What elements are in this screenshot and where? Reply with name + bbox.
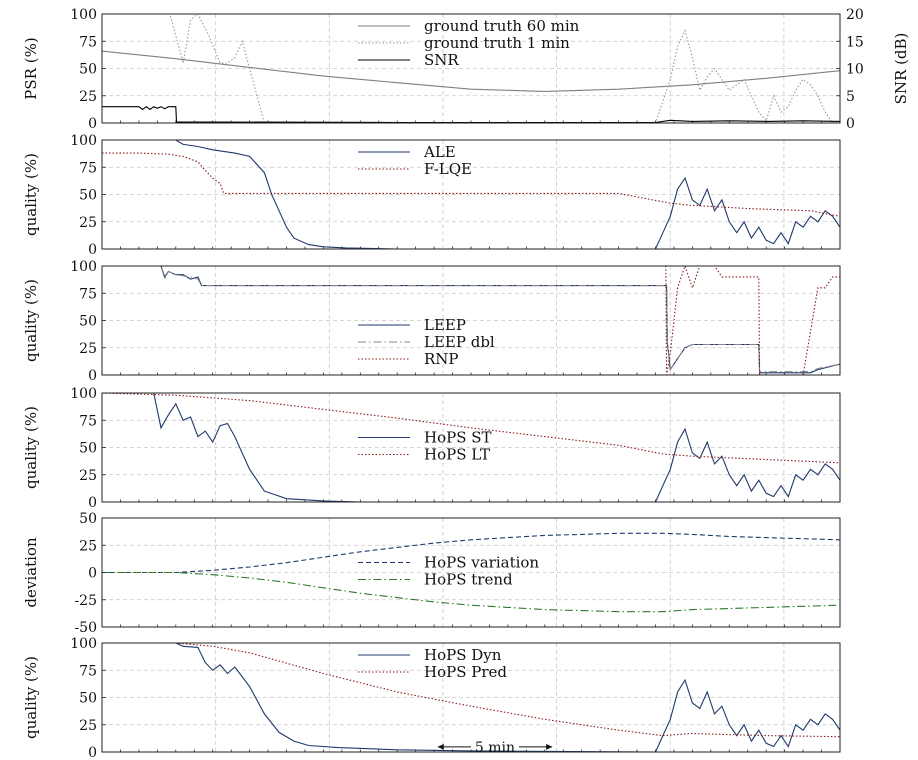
y-tick-label: 0 xyxy=(88,368,97,384)
y-tick-label: 100 xyxy=(70,386,97,402)
legend-label: HoPS LT xyxy=(424,446,490,464)
series-line-snr xyxy=(102,106,841,124)
y-tick-label: 50 xyxy=(79,441,97,457)
y-tick-label: 0 xyxy=(88,116,97,132)
y-tick-label: 0 xyxy=(88,242,97,258)
plot-frame xyxy=(101,265,841,376)
arrowhead-left-icon xyxy=(437,743,444,750)
y-tick-label: 50 xyxy=(79,62,97,78)
series-line-hops-dyn xyxy=(102,642,841,753)
y-tick-label: 50 xyxy=(79,691,97,707)
panel-1: 0 25 50 75 100 PSR (%) 0 5 10 15 20 SNR (dB) ground … xyxy=(22,7,910,132)
series-line-rnp xyxy=(102,264,840,376)
y-tick-label: 25 xyxy=(79,538,97,554)
y-tick-label: 75 xyxy=(79,286,97,302)
y-tick-label: 25 xyxy=(79,718,97,734)
series-line-hops-lt xyxy=(101,392,841,464)
y-tick-label: 50 xyxy=(79,314,97,330)
y-tick-label: 25 xyxy=(79,468,97,484)
legend-label: HoPS trend xyxy=(424,571,513,589)
y2-tick-label: 0 xyxy=(846,116,855,132)
legend-label: RNP xyxy=(424,350,459,368)
legend-label: LEEP xyxy=(424,316,466,334)
series-line-ground-truth-1-min xyxy=(102,13,841,124)
legend-label: HoPS Dyn xyxy=(424,646,502,664)
legend-label: SNR xyxy=(424,51,459,69)
y-tick-label: 100 xyxy=(70,636,97,652)
y-tick-label: 25 xyxy=(79,89,97,105)
legend-label: ALE xyxy=(423,143,456,161)
series-line-hops-st xyxy=(102,392,841,503)
series-line-hops-pred xyxy=(102,642,841,738)
legend-label: HoPS ST xyxy=(424,429,492,447)
y-tick-label: -25 xyxy=(74,593,97,609)
y-tick-label: 25 xyxy=(79,341,97,357)
y-tick-label: 100 xyxy=(70,259,97,275)
y-tick-label: 50 xyxy=(79,511,97,527)
y-tick-label: 0 xyxy=(88,566,97,582)
series-line-hops-trend xyxy=(102,571,841,613)
y-tick-label: 75 xyxy=(79,413,97,429)
y-axis-label: quality (%) xyxy=(22,153,40,236)
y-tick-label: 75 xyxy=(79,160,97,176)
y-axis-label: deviation xyxy=(22,537,40,608)
y-tick-label: 100 xyxy=(70,7,97,23)
y-tick-label: 25 xyxy=(79,215,97,231)
y-axis-label: quality (%) xyxy=(22,406,40,489)
y-tick-label: 75 xyxy=(79,663,97,679)
y2-tick-label: 10 xyxy=(846,62,864,78)
series-line-ground-truth-60-min xyxy=(101,50,841,92)
arrowhead-right-icon xyxy=(546,743,553,750)
annotation-label: 5 min xyxy=(475,740,515,756)
y-tick-label: 50 xyxy=(79,188,97,204)
y-axis-label: quality (%) xyxy=(22,656,40,739)
legend-label: HoPS Pred xyxy=(424,663,507,681)
plot-frame xyxy=(101,139,841,250)
legend-label: ground truth 1 min xyxy=(424,34,570,52)
y2-tick-label: 15 xyxy=(846,34,864,50)
legend-label: LEEP dbl xyxy=(424,333,495,351)
y2-axis-label: SNR (dB) xyxy=(892,33,910,105)
series-line-leep-dbl xyxy=(102,265,841,373)
legend-label: F-LQE xyxy=(424,160,472,178)
y-tick-label: 75 xyxy=(79,34,97,50)
y2-tick-label: 5 xyxy=(846,89,855,105)
series-line-ale xyxy=(102,139,841,250)
legend-label: HoPS variation xyxy=(424,554,539,572)
y-tick-label: -50 xyxy=(74,620,97,636)
y2-tick-label: 20 xyxy=(846,7,864,23)
legend-label: ground truth 60 min xyxy=(424,17,580,35)
y-tick-label: 0 xyxy=(88,745,97,760)
series-line-hops-variation xyxy=(102,532,841,574)
series-line-leep xyxy=(102,265,841,374)
series-line-f-lqe xyxy=(102,152,841,217)
y-axis-label: quality (%) xyxy=(22,279,40,362)
y-axis-label: PSR (%) xyxy=(22,37,40,99)
y-tick-label: 0 xyxy=(88,495,97,511)
y-tick-label: 100 xyxy=(70,133,97,149)
